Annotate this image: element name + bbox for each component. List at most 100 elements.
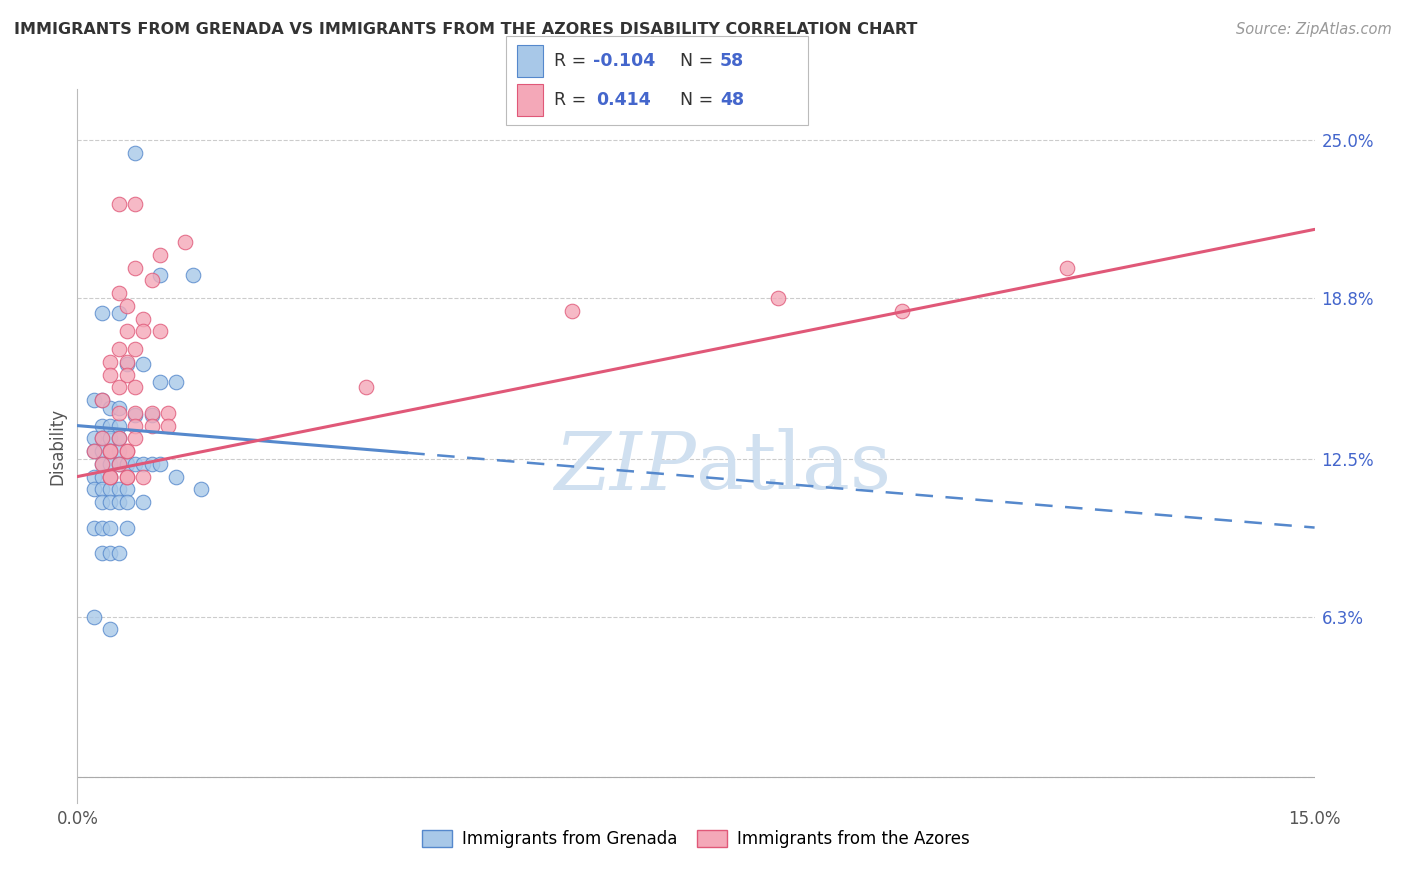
Point [115, 368, 138, 382]
Point [91, 520, 114, 534]
Point [149, 248, 172, 262]
Point [98, 431, 121, 445]
Point [83, 431, 105, 445]
Point [91, 418, 114, 433]
Text: ZIP: ZIP [554, 429, 696, 506]
Point [115, 358, 138, 372]
Point [98, 495, 121, 509]
Point [141, 457, 163, 471]
Text: IMMIGRANTS FROM GRENADA VS IMMIGRANTS FROM THE AZORES DISABILITY CORRELATION CHA: IMMIGRANTS FROM GRENADA VS IMMIGRANTS FR… [14, 22, 918, 37]
Point [98, 368, 121, 382]
Point [107, 457, 129, 471]
Point [91, 431, 114, 445]
Point [98, 469, 121, 483]
Point [891, 304, 914, 318]
Point [107, 546, 129, 560]
Text: N =: N = [669, 91, 718, 109]
Point [91, 457, 114, 471]
Point [115, 483, 138, 497]
Point [107, 406, 129, 420]
Point [124, 342, 146, 356]
Text: Source: ZipAtlas.com: Source: ZipAtlas.com [1236, 22, 1392, 37]
Point [107, 401, 129, 415]
Point [91, 457, 114, 471]
Point [132, 324, 155, 338]
Point [141, 418, 163, 433]
Point [98, 457, 121, 471]
Point [98, 444, 121, 458]
Point [91, 393, 114, 408]
Point [115, 444, 138, 458]
Point [98, 546, 121, 560]
Text: -0.104: -0.104 [593, 52, 655, 70]
Point [115, 495, 138, 509]
Point [115, 520, 138, 534]
Point [157, 418, 180, 433]
Point [149, 324, 172, 338]
Point [98, 483, 121, 497]
Point [124, 260, 146, 275]
Point [132, 358, 155, 372]
Point [141, 409, 163, 423]
Point [124, 457, 146, 471]
Point [115, 444, 138, 458]
Point [107, 342, 129, 356]
Point [124, 431, 146, 445]
Point [107, 483, 129, 497]
Text: N =: N = [669, 52, 718, 70]
Point [149, 376, 172, 390]
Point [115, 299, 138, 313]
Point [91, 306, 114, 320]
Point [83, 444, 105, 458]
Point [141, 273, 163, 287]
Point [91, 444, 114, 458]
Point [107, 444, 129, 458]
Point [115, 469, 138, 483]
Point [98, 444, 121, 458]
Point [107, 418, 129, 433]
Point [107, 197, 129, 211]
Point [91, 546, 114, 560]
Point [115, 324, 138, 338]
Point [98, 444, 121, 458]
Point [98, 469, 121, 483]
Point [115, 469, 138, 483]
Point [132, 457, 155, 471]
Point [141, 406, 163, 420]
Point [83, 609, 105, 624]
Point [83, 520, 105, 534]
Point [181, 268, 204, 283]
Point [98, 401, 121, 415]
Point [98, 418, 121, 433]
Point [107, 306, 129, 320]
Point [83, 483, 105, 497]
Point [124, 197, 146, 211]
Point [83, 469, 105, 483]
Text: 58: 58 [720, 52, 744, 70]
Point [83, 393, 105, 408]
Point [165, 376, 187, 390]
Point [132, 469, 155, 483]
Point [98, 355, 121, 369]
Point [91, 495, 114, 509]
Point [98, 520, 121, 534]
Text: 0.414: 0.414 [596, 91, 651, 109]
Point [107, 431, 129, 445]
Point [124, 145, 146, 160]
Text: atlas: atlas [696, 428, 891, 507]
Point [173, 235, 195, 249]
Point [107, 380, 129, 394]
Point [354, 380, 377, 394]
Point [91, 483, 114, 497]
Point [124, 380, 146, 394]
Point [124, 418, 146, 433]
Point [165, 469, 187, 483]
Point [768, 291, 790, 305]
Point [98, 469, 121, 483]
Legend: Immigrants from Grenada, Immigrants from the Azores: Immigrants from Grenada, Immigrants from… [415, 823, 977, 855]
Point [115, 457, 138, 471]
Point [132, 311, 155, 326]
Point [124, 409, 146, 423]
Point [190, 483, 212, 497]
Point [132, 495, 155, 509]
